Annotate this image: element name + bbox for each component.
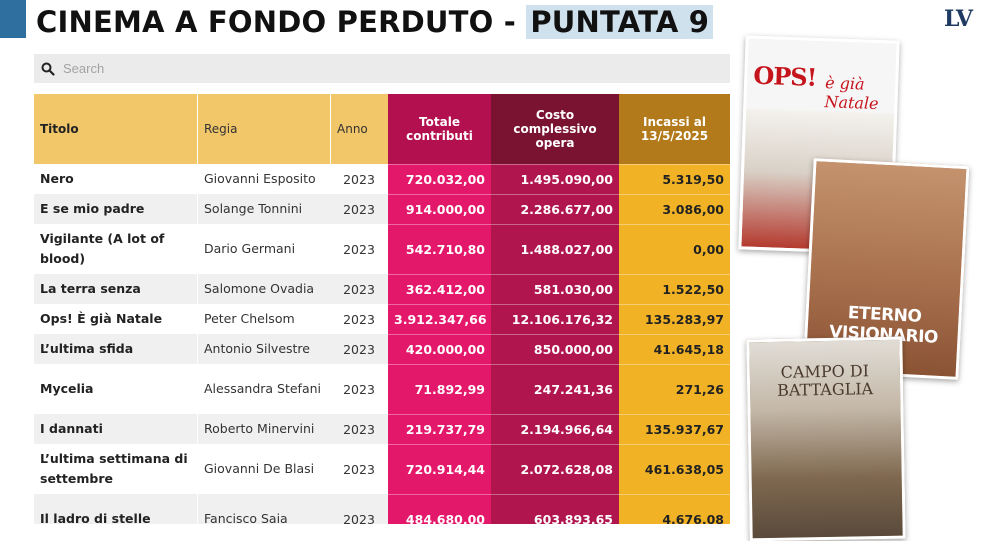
search-input[interactable] [61, 60, 665, 77]
cell-costo: 12.106.176,32 [491, 304, 619, 334]
cell-regia: Giovanni Esposito [197, 164, 330, 194]
search-bar[interactable] [34, 54, 730, 83]
cell-costo: 1.488.027,00 [491, 224, 619, 274]
cell-incassi: 4.676,08 [619, 494, 730, 524]
table-row: I dannati Roberto Minervini 2023 219.737… [34, 414, 730, 444]
cell-titolo: Mycelia [34, 364, 197, 414]
cell-anno: 2023 [330, 224, 388, 274]
cell-titolo: Vigilante (A lot of blood) [34, 224, 197, 274]
cell-costo: 603.893,65 [491, 494, 619, 524]
cell-incassi: 135.283,97 [619, 304, 730, 334]
table-row: La terra senza Salomone Ovadia 2023 362.… [34, 274, 730, 304]
cell-regia: Fancisco Saia [197, 494, 330, 524]
cell-totale: 720.914,44 [388, 444, 491, 494]
title-highlight: PUNTATA 9 [526, 5, 714, 39]
cell-titolo: La terra senza [34, 274, 197, 304]
column-header-titolo[interactable]: Titolo [34, 94, 197, 164]
column-header-incassi[interactable]: Incassi al 13/5/2025 [619, 94, 730, 164]
data-table: Titolo Regia Anno Totale contributi Cost… [34, 94, 730, 524]
cell-totale: 362.412,00 [388, 274, 491, 304]
column-header-anno[interactable]: Anno [330, 94, 388, 164]
cell-anno: 2023 [330, 414, 388, 444]
poster-title: CAMPO DI BATTAGLIA [776, 361, 874, 400]
poster-campo-di-battaglia: CAMPO DI BATTAGLIA [746, 336, 906, 541]
column-header-regia[interactable]: Regia [197, 94, 330, 164]
cell-totale: 3.912.347,66 [388, 304, 491, 334]
cell-costo: 2.286.677,00 [491, 194, 619, 224]
cell-anno: 2023 [330, 164, 388, 194]
title-main: CINEMA A FONDO PERDUTO - [36, 5, 527, 39]
cell-costo: 850.000,00 [491, 334, 619, 364]
cell-anno: 2023 [330, 274, 388, 304]
cell-costo: 1.495.090,00 [491, 164, 619, 194]
cell-regia: Antonio Silvestre [197, 334, 330, 364]
brand-logo: LV [944, 6, 973, 32]
cell-incassi: 41.645,18 [619, 334, 730, 364]
column-header-totale[interactable]: Totale contributi [388, 94, 491, 164]
cell-regia: Alessandra Stefani [197, 364, 330, 414]
cell-incassi: 0,00 [619, 224, 730, 274]
cell-costo: 247.241,36 [491, 364, 619, 414]
table-row: Vigilante (A lot of blood) Dario Germani… [34, 224, 730, 274]
cell-titolo: I dannati [34, 414, 197, 444]
cell-costo: 2.194.966,64 [491, 414, 619, 444]
table-row: Ops! È già Natale Peter Chelsom 2023 3.9… [34, 304, 730, 334]
table-row: L’ultima settimana di settembre Giovanni… [34, 444, 730, 494]
page-title: CINEMA A FONDO PERDUTO - PUNTATA 9 [36, 2, 714, 42]
cell-incassi: 1.522,50 [619, 274, 730, 304]
cell-incassi: 135.937,67 [619, 414, 730, 444]
cell-incassi: 271,26 [619, 364, 730, 414]
cell-anno: 2023 [330, 194, 388, 224]
cell-incassi: 3.086,00 [619, 194, 730, 224]
cell-totale: 420.000,00 [388, 334, 491, 364]
cell-totale: 542.710,80 [388, 224, 491, 274]
cell-regia: Dario Germani [197, 224, 330, 274]
cell-totale: 484.680,00 [388, 494, 491, 524]
table-row: Mycelia Alessandra Stefani 2023 71.892,9… [34, 364, 730, 414]
cell-anno: 2023 [330, 444, 388, 494]
cell-titolo: L’ultima sfida [34, 334, 197, 364]
search-icon [41, 62, 55, 76]
cell-costo: 2.072.628,08 [491, 444, 619, 494]
cell-regia: Salomone Ovadia [197, 274, 330, 304]
cell-totale: 914.000,00 [388, 194, 491, 224]
cell-regia: Giovanni De Blasi [197, 444, 330, 494]
cell-totale: 720.032,00 [388, 164, 491, 194]
cell-anno: 2023 [330, 364, 388, 414]
data-table-container[interactable]: Titolo Regia Anno Totale contributi Cost… [34, 94, 730, 524]
cell-titolo: Ops! È già Natale [34, 304, 197, 334]
poster-subtitle: è già Natale [824, 73, 879, 114]
cell-incassi: 5.319,50 [619, 164, 730, 194]
cell-incassi: 461.638,05 [619, 444, 730, 494]
cell-titolo: Il ladro di stelle [34, 494, 197, 524]
table-row: E se mio padre Solange Tonnini 2023 914.… [34, 194, 730, 224]
table-row: L’ultima sfida Antonio Silvestre 2023 42… [34, 334, 730, 364]
table-row: Il ladro di stelle Fancisco Saia 2023 48… [34, 494, 730, 524]
cell-anno: 2023 [330, 334, 388, 364]
cell-totale: 219.737,79 [388, 414, 491, 444]
column-header-costo[interactable]: Costo complessivo opera [491, 94, 619, 164]
cell-anno: 2023 [330, 304, 388, 334]
accent-bar [0, 0, 26, 38]
cell-regia: Roberto Minervini [197, 414, 330, 444]
cell-costo: 581.030,00 [491, 274, 619, 304]
cell-totale: 71.892,99 [388, 364, 491, 414]
cell-regia: Peter Chelsom [197, 304, 330, 334]
poster-title: OPS! [752, 60, 817, 92]
cell-regia: Solange Tonnini [197, 194, 330, 224]
table-row: Nero Giovanni Esposito 2023 720.032,00 1… [34, 164, 730, 194]
table-header-row: Titolo Regia Anno Totale contributi Cost… [34, 94, 730, 164]
cell-titolo: E se mio padre [34, 194, 197, 224]
cell-anno: 2023 [330, 494, 388, 524]
cell-titolo: L’ultima settimana di settembre [34, 444, 197, 494]
cell-titolo: Nero [34, 164, 197, 194]
